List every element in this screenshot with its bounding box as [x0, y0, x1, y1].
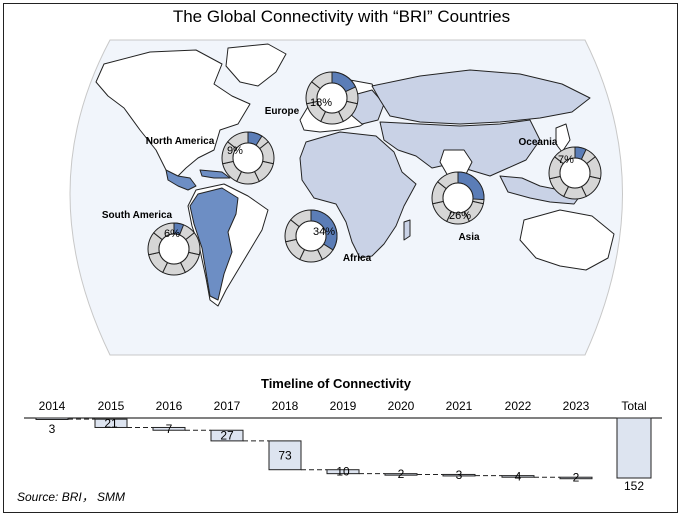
- donut-hole: [559, 157, 591, 189]
- region-label: Oceania: [519, 137, 558, 148]
- waterfall-bar: [35, 417, 69, 420]
- waterfall-bar: [268, 440, 302, 471]
- figure-title: The Global Connectivity with “BRI” Count…: [172, 7, 511, 26]
- asia-bri: [379, 119, 541, 177]
- timeline-title: Timeline of Connectivity: [261, 376, 412, 391]
- region-label: Europe: [265, 106, 300, 117]
- southeast-asia-bri: [499, 175, 581, 205]
- donut-asia: 26% Asia: [431, 171, 485, 243]
- donut-percent-label: 18%: [310, 97, 332, 109]
- donut-percent-label: 9%: [227, 145, 243, 157]
- russia-bri: [371, 69, 591, 125]
- region-label: Asia: [458, 232, 480, 243]
- value-label: 4: [515, 469, 522, 483]
- donut-north-america: 9% North America: [146, 131, 275, 185]
- madagascar-bri: [403, 219, 411, 241]
- south-america-bri: [189, 187, 239, 301]
- tick-label: Total: [621, 399, 646, 413]
- tick-label: 2023: [563, 399, 590, 413]
- donut-hole: [232, 142, 264, 174]
- donut-hole: [158, 233, 190, 265]
- region-donuts: 18% Europe 9% North America 7%Oceania 6% South…: [102, 71, 602, 276]
- value-label: 7: [166, 422, 173, 436]
- source-note: Source: BRI， SMM: [17, 490, 126, 504]
- timeline-tick-labels: 2014 2015 2016 2017 2018 2019 2020 2021 2022 2023…: [39, 399, 647, 413]
- donut-europe: 18% Europe: [265, 71, 359, 125]
- tick-label: 2022: [505, 399, 532, 413]
- australia-landmass: [519, 209, 615, 271]
- region-label: North America: [146, 136, 215, 147]
- value-label: 3: [49, 422, 56, 436]
- value-label: 21: [104, 416, 118, 430]
- waterfall-bar: [616, 417, 652, 479]
- timeline-value-labels: 3 21 7 27 73 10 2 3 4 2 152: [49, 416, 645, 493]
- donut-percent-label: 26%: [449, 210, 471, 222]
- tick-label: 2018: [272, 399, 299, 413]
- north-america-landmass: [95, 49, 251, 179]
- japan-landmass: [555, 123, 571, 153]
- value-label: 2: [573, 471, 580, 485]
- value-label: 27: [220, 429, 234, 443]
- tick-label: 2016: [156, 399, 183, 413]
- waterfall-bar: [94, 418, 128, 428]
- greenland-landmass: [225, 43, 287, 87]
- africa-bri: [299, 131, 417, 259]
- waterfall-bar: [210, 429, 244, 442]
- donut-africa: 34% Africa: [284, 209, 372, 264]
- tick-label: 2014: [39, 399, 66, 413]
- value-label: 152: [624, 479, 644, 493]
- donut-hole: [442, 182, 474, 214]
- tick-label: 2015: [98, 399, 125, 413]
- value-label: 2: [398, 467, 405, 481]
- waterfall-bar: [559, 476, 593, 480]
- caribbean-bri: [199, 169, 231, 179]
- waterfall-bar: [152, 426, 186, 431]
- donut-oceania: 7%Oceania: [519, 137, 602, 200]
- value-label: 10: [336, 465, 350, 479]
- value-label: 3: [456, 468, 463, 482]
- tick-label: 2020: [388, 399, 415, 413]
- donut-hole: [316, 82, 348, 114]
- tick-label: 2017: [214, 399, 241, 413]
- region-label: Africa: [343, 253, 372, 264]
- donut-hole: [295, 220, 327, 252]
- donut-south-america: 6% South America: [102, 210, 201, 276]
- donut-percent-label: 7%: [558, 154, 574, 166]
- timeline-bars: [35, 417, 652, 480]
- value-label: 73: [278, 448, 292, 462]
- donut-percent-label: 34%: [313, 226, 335, 238]
- central-america-bri: [165, 169, 197, 191]
- tick-label: 2019: [330, 399, 357, 413]
- region-label: South America: [102, 210, 173, 221]
- donut-percent-label: 6%: [164, 228, 180, 240]
- tick-label: 2021: [446, 399, 473, 413]
- waterfall-bar: [326, 469, 360, 475]
- figure-frame: [3, 3, 678, 513]
- waterfall-bar: [501, 475, 535, 478]
- world-map: 18% Europe 9% North America 7%Oceania 6% South…: [69, 39, 623, 356]
